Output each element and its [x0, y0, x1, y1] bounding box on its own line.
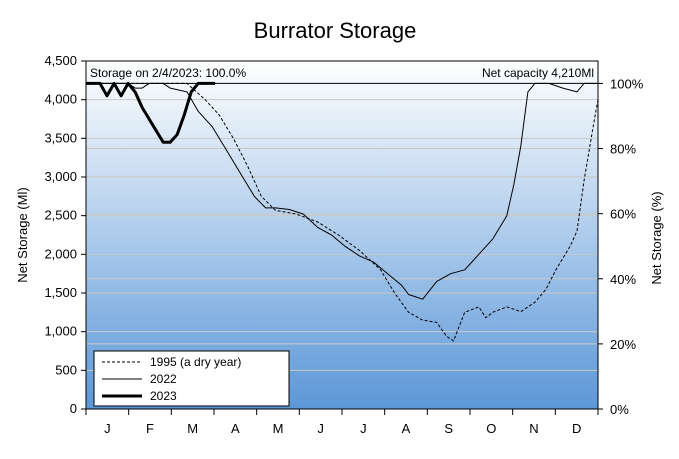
y-tick-label: 3,500 — [44, 130, 77, 145]
x-tick-label: N — [529, 421, 538, 436]
y-tick-label: 2,500 — [44, 208, 77, 223]
y-axis-left: 0 500 1,000 1,500 2,000 2,500 3,000 3,500 4,000 4… — [44, 53, 86, 416]
y2-tick-label: 80% — [610, 142, 636, 157]
y-tick-label: 0 — [70, 401, 77, 416]
y-axis-label: Net Storage (Ml) — [15, 187, 30, 282]
gridlines — [86, 99, 598, 371]
series-line-0 — [86, 82, 599, 342]
y2-tick-label: 100% — [610, 76, 644, 91]
y-axis-right: 0% 20% 40% 60% 80% 100% — [598, 76, 644, 417]
storage-annotation: Storage on 2/4/2023: 100.0% — [90, 66, 246, 80]
x-tick-label: M — [187, 421, 198, 436]
legend: 1995 (a dry year) 2022 2023 — [93, 350, 290, 407]
y-tick-label: 500 — [55, 362, 77, 377]
y2-axis-label: Net Storage (%) — [649, 191, 664, 284]
y2-tick-label: 60% — [610, 207, 636, 222]
series-line-2 — [86, 81, 216, 144]
x-tick-label: F — [146, 421, 154, 436]
y2-tick-label: 20% — [610, 337, 636, 352]
y-tick-label: 4,500 — [44, 53, 77, 68]
x-tick-label: A — [402, 421, 411, 436]
y-tick-label: 4,000 — [44, 92, 77, 107]
x-tick-label: O — [486, 421, 496, 436]
capacity-annotation: Net capacity 4,210Ml — [482, 66, 594, 80]
x-tick-label: J — [104, 421, 111, 436]
legend-label-1995: 1995 (a dry year) — [150, 355, 241, 369]
y-tick-label: 1,500 — [44, 285, 77, 300]
series-layer — [86, 81, 599, 342]
y-tick-label: 3,000 — [44, 169, 77, 184]
y2-tick-label: 40% — [610, 272, 636, 287]
x-tick-label: M — [273, 421, 284, 436]
legend-label-2022: 2022 — [150, 372, 177, 386]
chart-title: Burrator Storage — [254, 18, 417, 43]
y-tick-label: 2,000 — [44, 246, 77, 261]
x-tick-label: D — [572, 421, 581, 436]
legend-label-2023: 2023 — [150, 389, 177, 403]
x-tick-label: A — [231, 421, 240, 436]
x-tick-label: J — [360, 421, 367, 436]
series-line-1 — [86, 82, 598, 300]
y2-tick-label: 0% — [610, 402, 629, 417]
x-tick-label: S — [444, 421, 453, 436]
y-tick-label: 1,000 — [44, 324, 77, 339]
x-tick-label: J — [317, 421, 324, 436]
